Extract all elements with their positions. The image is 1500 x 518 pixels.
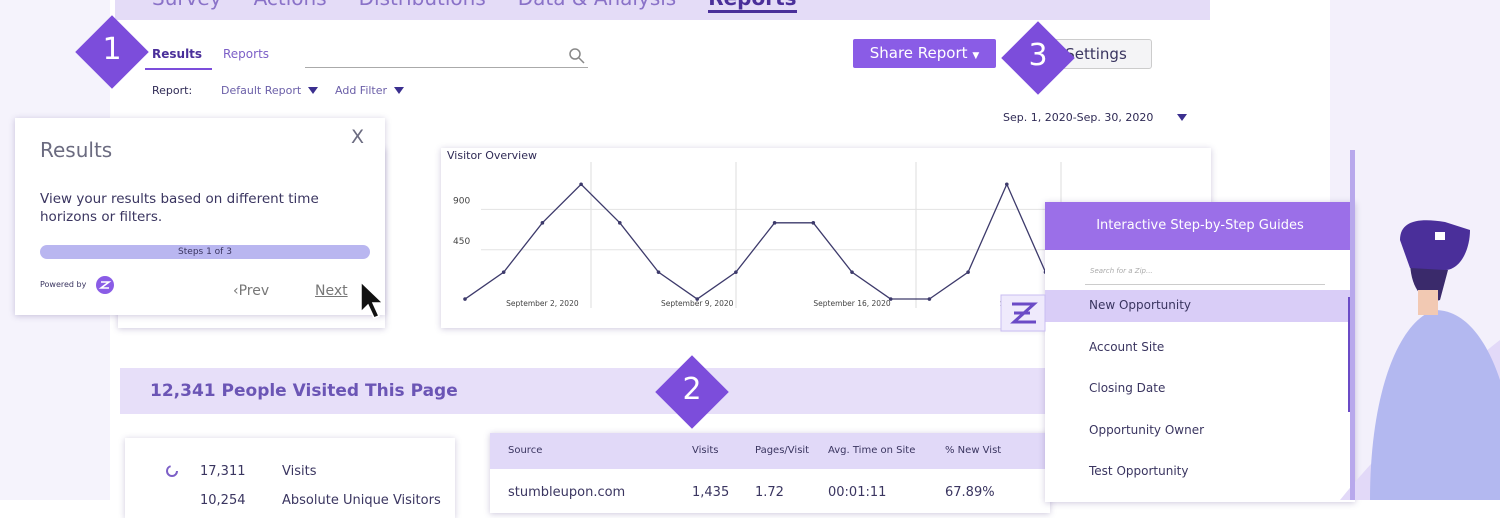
table-cell: 1,435 xyxy=(692,485,730,500)
table-header-cell: % New Vist xyxy=(945,445,1002,456)
button-text: Share Report xyxy=(869,44,968,62)
table-cell: 67.89% xyxy=(945,485,995,500)
chart-title: Visitor Overview xyxy=(447,149,537,162)
tooltip-title: Results xyxy=(40,138,113,162)
subtab[interactable]: Reports xyxy=(223,47,270,61)
point xyxy=(1005,182,1009,187)
y-tick-label: 900 xyxy=(453,196,470,206)
guide-item[interactable]: Closing Date xyxy=(1089,381,1166,395)
point xyxy=(618,221,622,225)
point xyxy=(888,297,893,301)
nav-tab[interactable]: Data & Analysis xyxy=(518,0,676,13)
x-tick-label: September 9, 2020 xyxy=(661,299,734,308)
point xyxy=(734,270,738,274)
nav-tabs: Survey Actions Distributions Data & Analysi… xyxy=(152,0,797,13)
table-header-cell: Visits xyxy=(692,445,719,456)
table-cell: stumbleupon.com xyxy=(508,485,626,500)
selected-row xyxy=(1045,290,1350,322)
report-label: Report: xyxy=(152,84,193,97)
filter-text: Add Filter xyxy=(335,84,388,97)
subtab[interactable]: Results xyxy=(152,47,203,61)
table-header xyxy=(490,433,1050,469)
stat-label: Visits xyxy=(282,464,317,479)
callout-number: 1 xyxy=(102,32,122,67)
guide-item[interactable]: Test Opportunity xyxy=(1089,464,1189,478)
guide-item[interactable]: Account Site xyxy=(1089,339,1165,354)
search-icon[interactable] xyxy=(568,47,586,65)
tab-underline xyxy=(145,68,212,70)
point xyxy=(656,270,661,274)
point xyxy=(463,297,467,301)
cursor xyxy=(360,280,385,319)
point xyxy=(772,221,777,225)
date-range[interactable]: Sep. 1, 2020-Sep. 30, 2020 xyxy=(1003,111,1188,124)
nav-tab[interactable]: Distributions xyxy=(359,0,486,13)
stat-icon xyxy=(166,465,178,477)
tooltip-body: View your results based on different tim… xyxy=(40,191,319,225)
close[interactable]: X xyxy=(351,126,365,148)
prev-text: Prev xyxy=(238,283,270,299)
stat-label: Absolute Unique Visitors xyxy=(282,493,441,508)
progress: Steps 1 of 3 xyxy=(40,245,370,259)
search-line xyxy=(1085,284,1325,285)
y-tick-label: 450 xyxy=(453,237,470,247)
guide-title: Interactive Step-by-Step Guides xyxy=(1045,202,1355,250)
illustration xyxy=(1340,150,1500,500)
line xyxy=(464,182,1047,300)
tooltip: Results X View your results based on dif… xyxy=(15,118,385,315)
date-text: Sep. 1, 2020-Sep. 30, 2020 xyxy=(1003,111,1154,124)
guide-item[interactable]: New Opportunity xyxy=(1089,298,1191,312)
nav-tab[interactable]: Reports xyxy=(708,0,797,13)
filter[interactable]: Add Filter xyxy=(335,84,405,97)
table: Source Visits Pages/Visit Avg. Time on Site… xyxy=(490,433,1050,513)
next[interactable]: Next xyxy=(315,283,348,299)
callout-number: 2 xyxy=(682,372,702,407)
x-tick-label: September 2, 2020 xyxy=(506,299,579,308)
filter[interactable]: Default Report xyxy=(221,84,319,97)
prev[interactable]: ‹Prev xyxy=(233,283,270,299)
guide-item[interactable]: Opportunity Owner xyxy=(1089,422,1205,437)
nav-bar xyxy=(115,0,1210,20)
callout-number: 3 xyxy=(1028,38,1048,73)
stats-card: 17,311 Visits 10,254 Absolute Unique Vis… xyxy=(125,438,455,518)
x-tick-label: September 16, 2020 xyxy=(813,299,890,308)
point xyxy=(501,270,506,274)
stat-value: 17,311 xyxy=(200,464,246,479)
table-cell: 1.72 xyxy=(755,485,784,500)
table-header-cell: Avg. Time on Site xyxy=(828,445,916,456)
share-button[interactable]: Share Report ▼ xyxy=(853,39,996,68)
logo-badge xyxy=(1000,294,1046,332)
search-line xyxy=(305,67,588,68)
point xyxy=(579,182,583,187)
point xyxy=(540,221,545,225)
table-header-cell: Pages/Visit xyxy=(755,445,810,456)
powered-by: Powered by xyxy=(40,280,87,289)
point xyxy=(695,297,699,301)
filter-text: Default Report xyxy=(221,84,302,97)
headline: 12,341 People Visited This Page xyxy=(150,381,458,401)
point xyxy=(927,297,932,301)
point xyxy=(966,270,970,274)
nav-tab[interactable]: Actions xyxy=(254,0,327,13)
table-cell: 00:01:11 xyxy=(828,485,887,500)
table-header-cell: Source xyxy=(508,445,543,456)
point xyxy=(850,270,854,274)
nav-tab[interactable]: Survey xyxy=(152,0,222,13)
logo xyxy=(96,276,114,294)
guide-panel: Interactive Step-by-Step Guides Search f… xyxy=(1045,202,1355,502)
stat-value: 10,254 xyxy=(200,493,246,508)
point xyxy=(811,221,816,225)
guide-search[interactable]: Search for a Zip... xyxy=(1090,267,1153,275)
